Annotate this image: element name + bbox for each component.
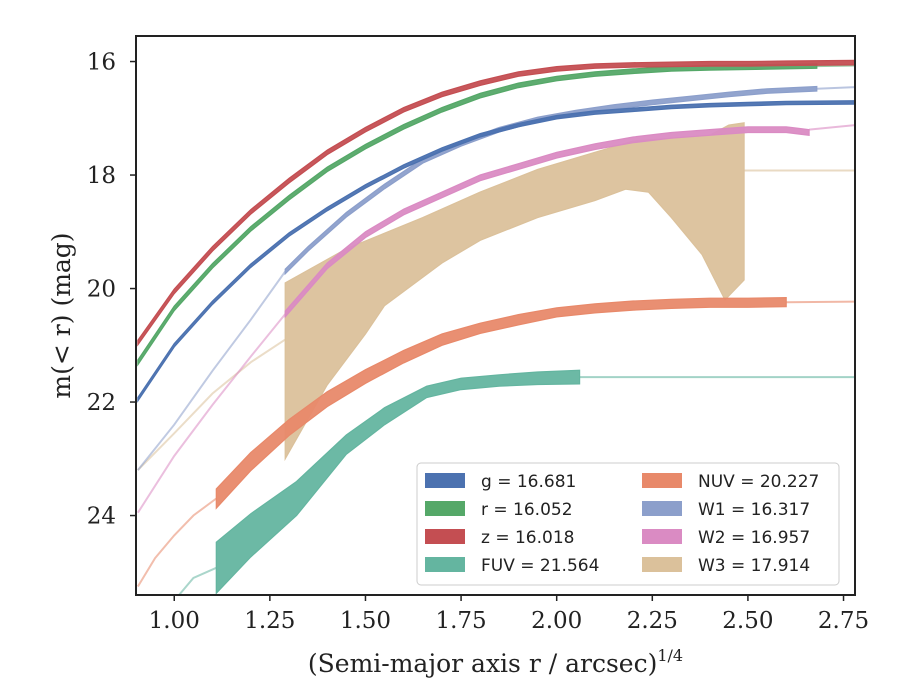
legend-swatch (425, 501, 465, 516)
legend-swatch (642, 473, 682, 488)
legend-item-nuv: NUV = 20.227 (642, 472, 819, 492)
x-axis: 1.00 1.25 1.50 1.75 2.00 2.25 2.50 2.75 (149, 595, 869, 634)
legend-label: FUV = 21.564 (481, 556, 599, 576)
series-fuv-band (215, 369, 581, 595)
series-w3-band (284, 122, 745, 462)
legend-label: W3 = 17.914 (698, 556, 810, 576)
x-tick-label: 2.75 (818, 608, 869, 634)
legend-item-w2: W2 = 16.957 (642, 528, 810, 548)
y-axis: 16 18 20 22 24 (87, 50, 136, 530)
legend-swatch (425, 529, 465, 544)
series-w2-inner-line (137, 313, 286, 514)
x-tick-label: 1.25 (244, 608, 295, 634)
x-tick-label: 2.25 (627, 608, 678, 634)
x-tick-label: 2.00 (531, 608, 582, 634)
series-g-band (137, 100, 855, 403)
legend-item-g: g = 16.681 (425, 472, 576, 492)
legend-swatch (425, 473, 465, 488)
series-w2-outer-line (809, 124, 855, 131)
series-w1-inner-line (137, 270, 287, 471)
y-axis-title: m(< r) (mag) (47, 232, 76, 398)
series-z-band (137, 59, 855, 347)
legend-item-fuv: FUV = 21.564 (425, 556, 599, 576)
legend-label: z = 16.018 (481, 528, 574, 548)
series-nuv (137, 296, 855, 588)
legend-item-r: r = 16.052 (425, 500, 573, 520)
x-axis-title: (Semi-major axis r / arcsec)1/4 (308, 646, 683, 678)
series-w1-outer-line (816, 86, 855, 90)
series-w1 (137, 85, 855, 471)
series-w3 (137, 122, 855, 471)
legend-label: W1 = 16.317 (698, 500, 810, 520)
series-nuv-band (215, 296, 787, 510)
y-tick-label: 20 (87, 277, 116, 303)
series-r-outer-line (816, 64, 855, 68)
x-tick-label: 2.50 (722, 608, 773, 634)
legend-label: g = 16.681 (481, 472, 576, 492)
series-w2 (137, 124, 855, 514)
y-tick-label: 22 (87, 390, 116, 416)
legend-label: r = 16.052 (481, 500, 573, 520)
legend-item-z: z = 16.018 (425, 528, 574, 548)
legend-box (416, 462, 840, 586)
legend-swatch (642, 557, 682, 572)
series-nuv-outer-line (786, 300, 855, 304)
series-g (137, 100, 855, 403)
x-tick-label: 1.50 (340, 608, 391, 634)
legend-swatch (642, 501, 682, 516)
series-z (137, 59, 855, 347)
legend-item-w3: W3 = 17.914 (642, 556, 810, 576)
series-w3-inner-line (137, 338, 286, 471)
y-tick-label: 24 (87, 504, 116, 530)
legend-label: NUV = 20.227 (698, 472, 819, 492)
series-nuv-inner-line (137, 497, 217, 588)
legend-item-w1: W1 = 16.317 (642, 500, 810, 520)
x-axis-title-exponent: 1/4 (657, 646, 683, 665)
plot-area (137, 59, 855, 595)
plot-frame (135, 35, 856, 596)
series-fuv (177, 369, 855, 595)
series-w2-band (284, 126, 810, 319)
x-tick-label: 1.75 (435, 608, 486, 634)
y-tick-label: 18 (87, 163, 116, 189)
legend: g = 16.681 r = 16.052 z = 16.018 FUV = 21.5… (416, 462, 840, 586)
series-r (137, 63, 855, 367)
legend-swatch (642, 529, 682, 544)
x-tick-label: 1.00 (149, 608, 200, 634)
legend-swatch (425, 557, 465, 572)
legend-label: W2 = 16.957 (698, 528, 810, 548)
y-tick-label: 16 (87, 50, 116, 76)
series-r-band (137, 63, 818, 367)
series-fuv-inner-line (177, 566, 217, 595)
